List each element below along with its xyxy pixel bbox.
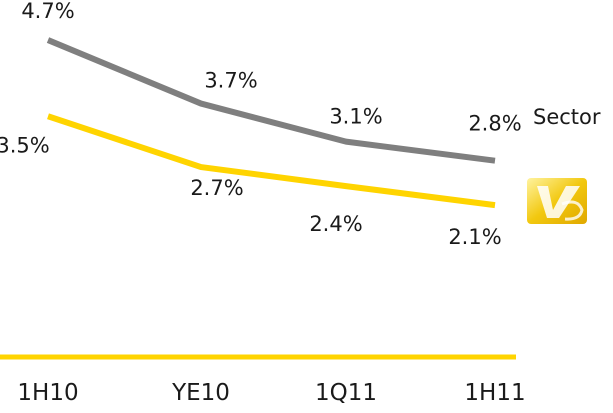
legend-label-sector: Sector — [533, 105, 601, 129]
bank-logo-icon — [527, 178, 587, 224]
data-label: 3.1% — [329, 105, 382, 129]
legend: Sector — [527, 105, 601, 224]
x-tick-label: 1H10 — [17, 380, 78, 406]
series-layer — [46, 37, 496, 209]
data-label: 2.8% — [468, 112, 521, 136]
data-label: 4.7% — [21, 0, 74, 23]
series-line-sector — [46, 37, 496, 164]
data-label: 3.5% — [0, 133, 50, 157]
data-labels: 4.7% 3.7% 3.1% 2.8% 3.5% 2.7% 2.4% 2.1% — [0, 0, 522, 249]
x-tick-label: 1H11 — [464, 380, 525, 406]
x-tick-label: YE10 — [171, 380, 230, 406]
data-label: 2.1% — [448, 225, 501, 249]
x-tick-label: 1Q11 — [315, 380, 377, 406]
x-axis-ticks: 1H10 YE10 1Q11 1H11 — [17, 380, 525, 406]
data-label: 3.7% — [204, 69, 257, 93]
series-line-company — [47, 113, 496, 209]
data-label: 2.4% — [309, 212, 362, 236]
data-label: 2.7% — [190, 176, 243, 200]
